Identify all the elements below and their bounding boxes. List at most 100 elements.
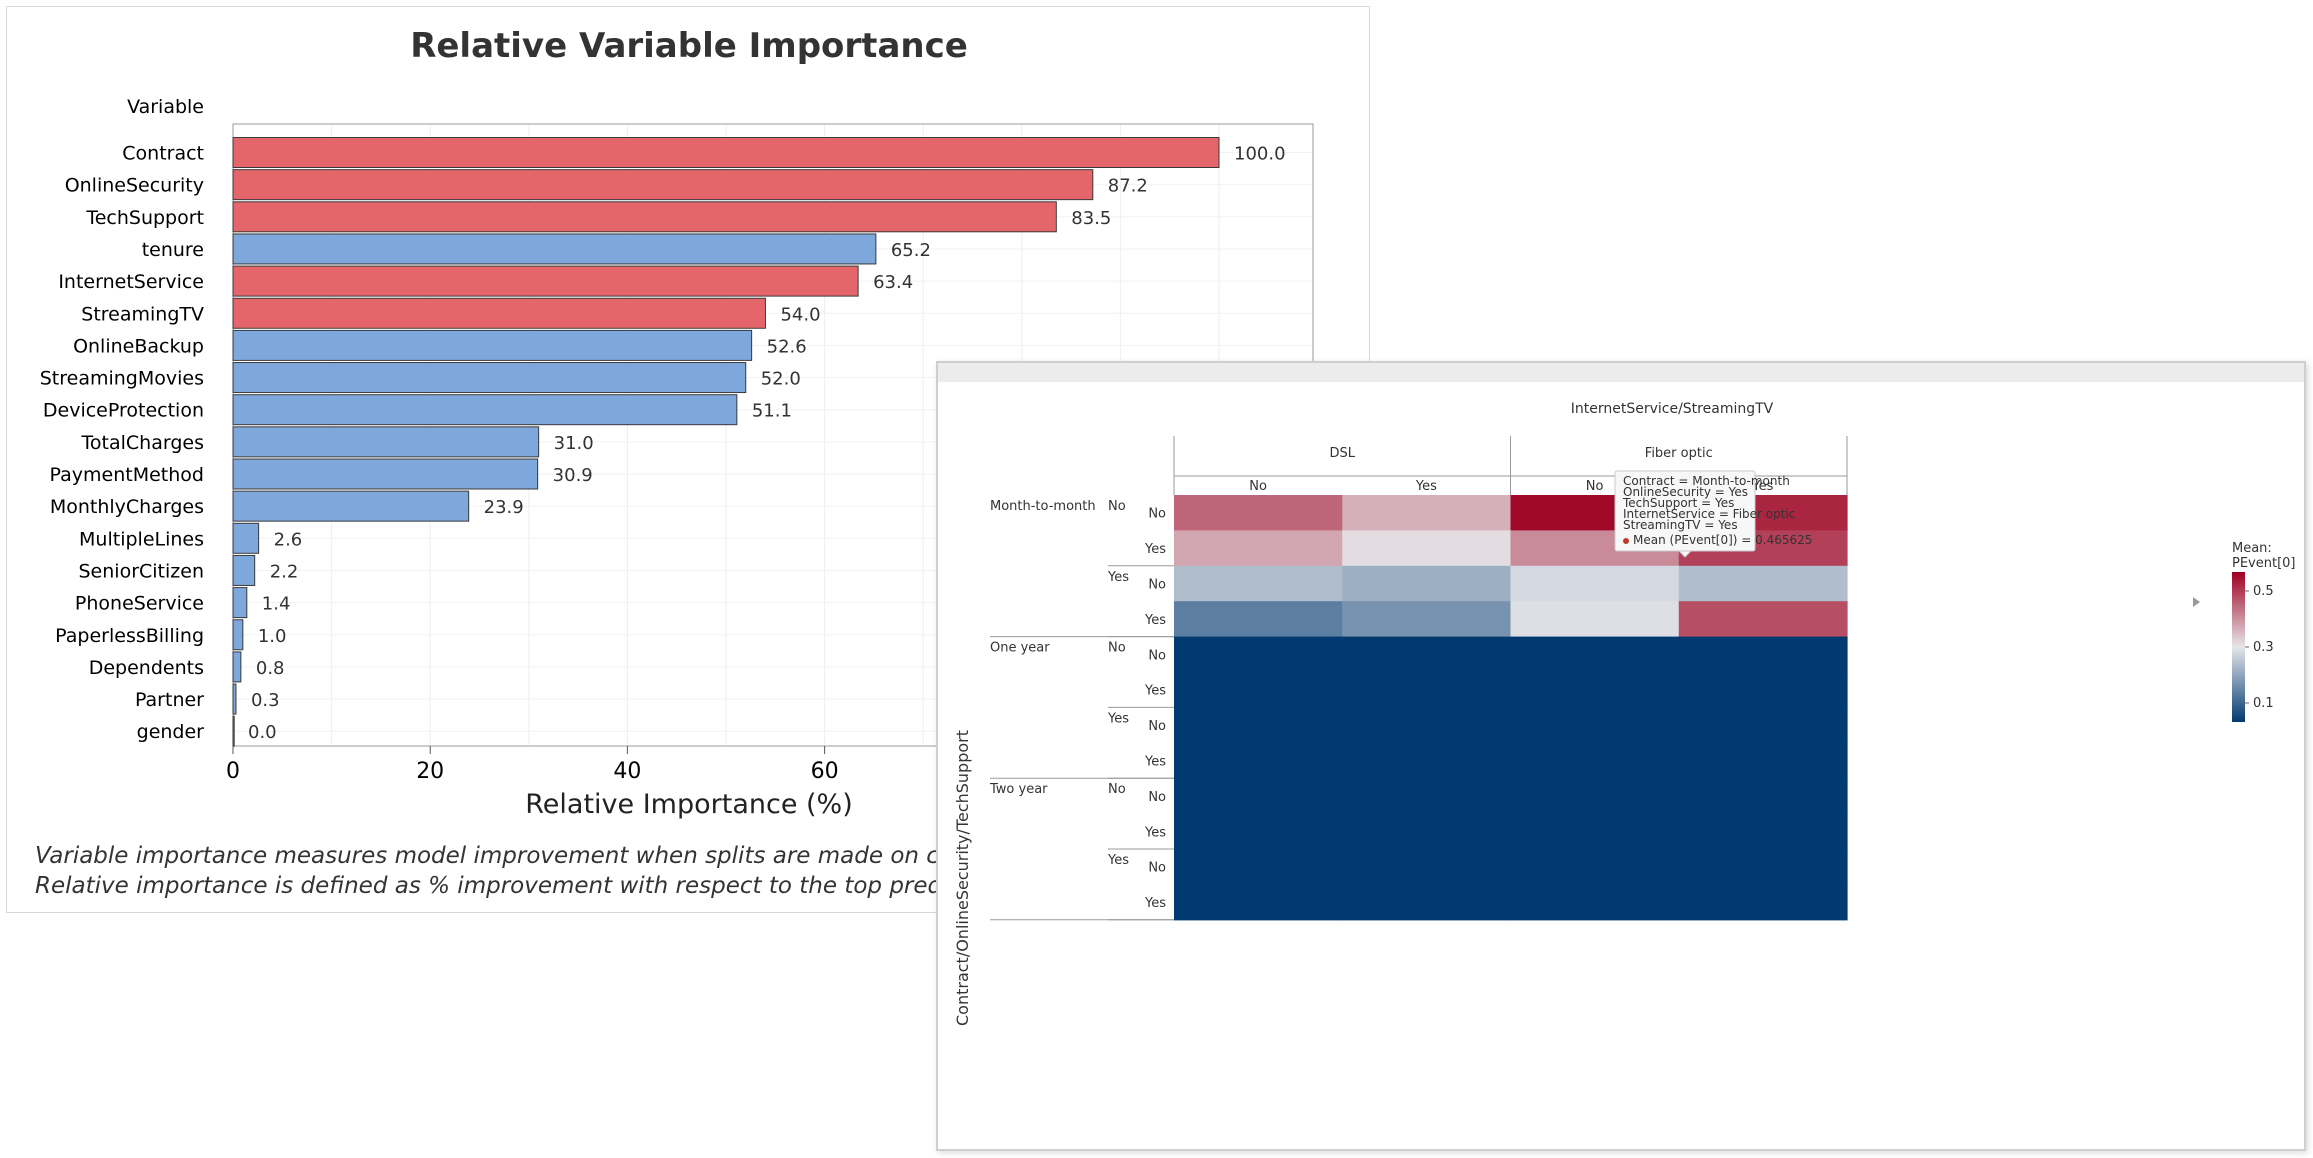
value-label: 83.5: [1071, 208, 1111, 229]
heatmap-cell: [1678, 565, 1848, 602]
heatmap-cell: [1342, 778, 1512, 815]
value-label: 1.0: [258, 626, 287, 647]
heatmap-cell: [1342, 601, 1512, 638]
legend-tick-label: 0.3: [2253, 640, 2274, 655]
row-security-label: No: [1108, 782, 1126, 797]
y-axis-label: Variable: [127, 96, 204, 118]
value-label: 2.2: [270, 561, 299, 582]
heatmap-cell: [1342, 636, 1512, 673]
heatmap-cell: [1174, 672, 1343, 708]
tooltip-line: InternetService = Fiber optic: [1623, 507, 1795, 521]
heatmap-cells: [1174, 495, 1848, 921]
heatmap-chart: InternetService/StreamingTV DSL No Yes Fibe…: [953, 401, 2296, 1026]
bar-StreamingTV: [232, 297, 766, 329]
tooltip-mean-line: Mean (PEvent[0]) = 0.465625: [1633, 533, 1812, 547]
heatmap-cell: [1174, 778, 1343, 815]
heatmap-cell: [1342, 672, 1512, 708]
x-tick-labels: 0 20 40 60: [226, 746, 839, 784]
heatmap-cell: [1510, 742, 1680, 779]
row-contract-label: Two year: [989, 782, 1048, 797]
bar-gender: [232, 715, 235, 747]
value-label: 100.0: [1234, 144, 1286, 165]
row-support-label: Yes: [1144, 684, 1166, 699]
heatmap-cell: [1678, 707, 1848, 744]
category-label: gender: [137, 721, 205, 743]
heatmap-cell: [1174, 530, 1343, 567]
heatmap-cell: [1510, 813, 1680, 850]
bar-PaymentMethod: [232, 458, 539, 490]
row-contract-label: One year: [990, 641, 1050, 656]
row-support-label: No: [1148, 648, 1166, 663]
heatmap-cell: [1678, 636, 1848, 673]
bar-tenure: [232, 233, 877, 265]
category-label: PhoneService: [75, 593, 204, 615]
row-support-label: No: [1148, 861, 1166, 876]
heatmap-cell: [1342, 565, 1512, 602]
row-contract-label: Month-to-month: [990, 499, 1096, 514]
row-support-label: Yes: [1144, 542, 1166, 557]
bar-PaperlessBilling: [232, 619, 244, 651]
heatmap-cell: [1510, 601, 1680, 638]
heatmap-cell: [1678, 672, 1848, 708]
x-tick-label: 60: [811, 759, 839, 784]
bar-InternetService: [232, 265, 859, 297]
value-label: 51.1: [752, 401, 792, 422]
bar-PhoneService: [232, 587, 248, 619]
heatmap-cell: [1342, 742, 1512, 779]
heatmap-panel: InternetService/StreamingTV DSL No Yes Fibe…: [936, 361, 2306, 1151]
bar-Partner: [232, 683, 237, 715]
tooltip-line: StreamingTV = Yes: [1623, 518, 1738, 532]
category-label: Partner: [135, 689, 204, 711]
legend-arrow-icon: [2193, 597, 2200, 607]
row-security-label: No: [1108, 499, 1126, 514]
tooltip-line: Contract = Month-to-month: [1623, 474, 1790, 488]
heatmap-cell: [1678, 884, 1848, 921]
value-label: 0.3: [251, 690, 280, 711]
category-label: OnlineBackup: [73, 335, 204, 357]
bar-TotalCharges: [232, 426, 540, 458]
heatmap-x-title: InternetService/StreamingTV: [1571, 401, 1774, 417]
heatmap-cell: [1342, 530, 1512, 567]
bar-SeniorCitizen: [232, 554, 256, 586]
legend-title: PEvent[0]: [2232, 556, 2296, 571]
heatmap-cell: [1174, 707, 1343, 744]
bar-TechSupport: [232, 201, 1057, 233]
footnote-1: Variable importance measures model impro…: [35, 843, 939, 869]
bar-OnlineSecurity: [232, 169, 1094, 201]
category-label: PaperlessBilling: [55, 625, 204, 647]
col-group-label: Fiber optic: [1645, 446, 1713, 461]
bar-StreamingMovies: [232, 362, 747, 394]
value-label: 0.0: [248, 722, 277, 743]
heatmap-cell: [1174, 601, 1343, 638]
row-security-label: Yes: [1107, 570, 1129, 585]
row-support-label: No: [1148, 507, 1166, 522]
x-tick-label: 20: [416, 759, 444, 784]
bar-MultipleLines: [232, 522, 260, 554]
col-level-label: Yes: [1415, 479, 1437, 494]
heatmap-cell: [1678, 849, 1848, 885]
heatmap-cell: [1510, 636, 1680, 673]
col-level-label: No: [1586, 479, 1604, 494]
value-label: 2.6: [274, 529, 303, 550]
category-label: Contract: [122, 143, 204, 165]
value-label: 0.8: [256, 658, 285, 679]
row-support-label: Yes: [1144, 613, 1166, 628]
bar-DeviceProtection: [232, 394, 738, 426]
category-label: Dependents: [89, 657, 204, 679]
category-label: OnlineSecurity: [65, 175, 204, 197]
value-label: 63.4: [873, 272, 913, 293]
color-legend: Mean:PEvent[0] 0.5 0.3 0.1: [2193, 541, 2296, 722]
row-support-label: No: [1148, 719, 1166, 734]
heatmap-cell: [1174, 495, 1343, 531]
heatmap-cell: [1342, 495, 1512, 531]
row-security-label: Yes: [1107, 853, 1129, 868]
row-support-label: Yes: [1144, 755, 1166, 770]
row-support-label: Yes: [1144, 896, 1166, 911]
legend-title: Mean:: [2232, 541, 2272, 556]
bar-Contract: [232, 137, 1220, 168]
row-support-label: No: [1148, 578, 1166, 593]
heatmap-cell: [1174, 849, 1343, 885]
heatmap-cell: [1678, 813, 1848, 850]
category-label: StreamingTV: [81, 303, 204, 325]
heatmap-cell: [1174, 636, 1343, 673]
